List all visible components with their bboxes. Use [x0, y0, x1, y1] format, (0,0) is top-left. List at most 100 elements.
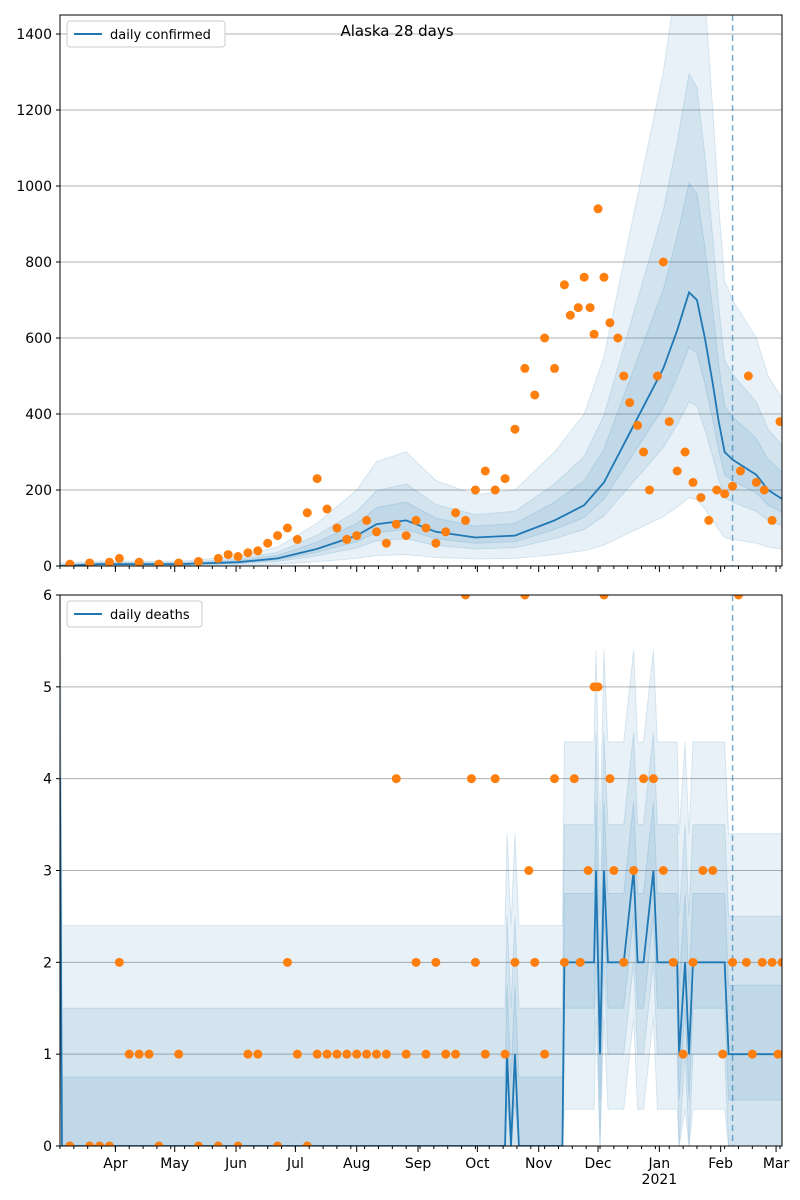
data-point — [431, 957, 441, 967]
data-point — [362, 1049, 372, 1059]
data-point — [461, 595, 471, 600]
legend: daily confirmed — [66, 20, 226, 48]
y-tick-label: 0 — [43, 1139, 52, 1155]
confirmed-panel: 0 200 400 600 800 1000 1200 1400 daily confirmed — [16, 14, 800, 575]
data-point — [193, 556, 203, 566]
chart-title: Alaska 28 days — [340, 22, 453, 40]
data-point — [680, 447, 690, 457]
data-point — [639, 447, 649, 457]
data-point — [85, 1141, 95, 1146]
data-point — [579, 272, 589, 282]
data-point — [767, 957, 777, 967]
data-point — [629, 866, 639, 875]
data-point — [599, 272, 609, 282]
data-point — [174, 1049, 184, 1059]
legend-box — [66, 20, 226, 48]
data-point — [332, 1049, 342, 1059]
data-point — [352, 1049, 362, 1059]
data-point — [490, 774, 500, 784]
data-point — [352, 531, 362, 541]
data-point — [213, 1141, 223, 1146]
data-point — [720, 489, 730, 499]
data-point — [421, 1049, 431, 1059]
x-tick-label: Jun — [224, 1156, 247, 1172]
y-tick-label: 600 — [25, 331, 52, 347]
data-point — [243, 548, 253, 558]
data-point — [461, 515, 471, 525]
data-point — [104, 557, 114, 566]
data-point — [213, 553, 223, 563]
data-point — [332, 523, 342, 533]
data-point — [520, 595, 530, 600]
data-point — [292, 534, 302, 544]
data-point — [593, 204, 603, 214]
data-point — [391, 774, 401, 784]
data-point — [174, 558, 184, 566]
data-point — [144, 1049, 154, 1059]
plot-area — [60, 15, 800, 566]
data-point — [282, 957, 292, 967]
uncertainty-band — [60, 15, 782, 566]
data-point — [470, 957, 480, 967]
data-point — [480, 1049, 490, 1059]
legend-label: daily deaths — [110, 608, 190, 623]
data-point — [401, 1049, 411, 1059]
uncertainty-band — [60, 709, 782, 1146]
data-point — [292, 1049, 302, 1059]
data-point — [302, 508, 312, 518]
data-point — [441, 1049, 451, 1059]
data-point — [154, 559, 164, 566]
data-point — [757, 957, 767, 967]
data-point — [639, 774, 649, 784]
data-point — [124, 1049, 134, 1059]
data-point — [510, 424, 520, 434]
data-point — [312, 474, 322, 484]
data-point — [743, 371, 753, 381]
data-point — [342, 1049, 352, 1059]
data-point — [633, 420, 643, 430]
uncertainty-band — [60, 595, 782, 1146]
x-tick-label: Nov — [525, 1156, 552, 1172]
x-tick-label: May — [160, 1156, 189, 1172]
x-tick-label: Mar — [763, 1156, 790, 1172]
y-tick-label: 800 — [25, 255, 52, 271]
data-point — [401, 531, 411, 541]
x-tick-label: Jan — [648, 1156, 671, 1172]
data-point — [263, 538, 273, 548]
data-point — [421, 523, 431, 533]
data-point — [480, 466, 490, 476]
data-point — [791, 539, 800, 548]
data-point — [593, 682, 603, 692]
x-tick-label: Apr — [103, 1156, 127, 1172]
data-point — [559, 280, 569, 290]
data-point — [696, 493, 706, 503]
legend-label: daily confirmed — [110, 28, 211, 43]
y-tick-label: 5 — [43, 680, 52, 696]
data-point — [589, 329, 599, 339]
data-point — [688, 957, 698, 967]
data-point — [775, 417, 782, 427]
data-point — [431, 538, 441, 548]
data-point — [759, 485, 769, 495]
data-point — [233, 1141, 243, 1146]
data-point — [585, 303, 595, 313]
data-point — [698, 866, 708, 875]
data-point — [530, 957, 540, 967]
data-point — [233, 552, 243, 561]
data-point — [540, 1049, 550, 1059]
data-point — [609, 866, 619, 875]
x-tick-label: Sep — [405, 1156, 432, 1172]
data-point — [747, 1049, 757, 1059]
x-tick-label: Dec — [584, 1156, 611, 1172]
deaths-panel: 0 1 2 3 4 5 6 daily deaths Apr May Jun Jul Aug Sep Oct… — [43, 588, 790, 1188]
data-point — [728, 957, 738, 967]
data-point — [391, 519, 401, 529]
data-point — [282, 523, 292, 533]
data-point — [735, 466, 745, 476]
data-point — [524, 866, 534, 875]
data-point — [664, 417, 674, 427]
data-point — [625, 398, 635, 408]
series-line — [60, 778, 782, 1146]
data-point — [619, 371, 629, 381]
data-point — [451, 1049, 461, 1059]
